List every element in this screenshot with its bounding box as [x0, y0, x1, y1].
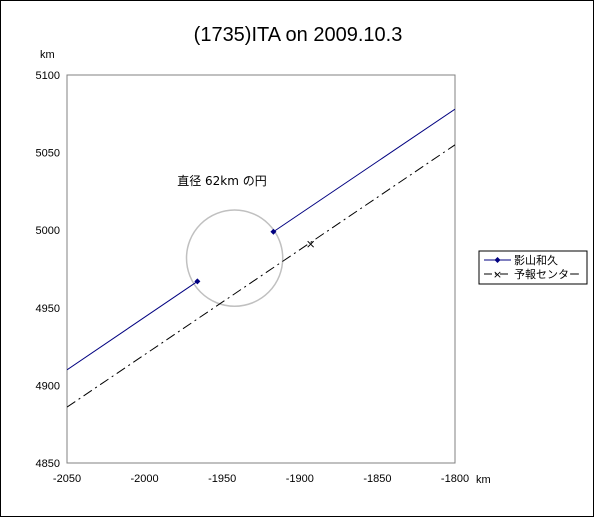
legend-marker-forecast: ×: [493, 268, 502, 281]
data-point-kageyama: [194, 278, 201, 285]
y-tick-label: 5000: [36, 225, 60, 237]
x-tick-label: -2000: [131, 473, 159, 485]
y-axis-unit: km: [40, 49, 55, 61]
data-point-forecast: [307, 240, 315, 248]
chart-title: (1735)ITA on 2009.10.3: [194, 24, 403, 46]
y-tick-label: 5050: [36, 148, 60, 160]
legend-label-forecast: 予報センター: [514, 268, 580, 281]
y-tick-label: 5100: [36, 70, 60, 82]
data-point-kageyama: [270, 228, 277, 235]
legend-marker-kageyama: [494, 257, 501, 263]
y-tick-label: 4950: [36, 303, 60, 315]
x-tick-label: -2050: [53, 473, 81, 485]
x-tick-label: -1900: [286, 473, 314, 485]
series-line-forecast: [67, 144, 455, 408]
x-axis-unit: km: [476, 474, 491, 486]
x-tick-label: -1850: [363, 473, 391, 485]
plot-content: [67, 108, 455, 408]
plot-area: [66, 74, 456, 464]
y-tick-labels: 4850 4900 4950 5000 5050 5100: [36, 70, 60, 470]
legend-label-kageyama: 影山和久: [514, 254, 558, 267]
y-tick-label: 4900: [36, 380, 60, 392]
x-tick-label: -1800: [441, 473, 469, 485]
circle-annotation: 直径 62km の円: [177, 174, 267, 188]
legend-box: [478, 250, 588, 285]
x-tick-label: -1950: [208, 473, 236, 485]
series-line-kageyama: [67, 281, 198, 371]
circle-62km: [185, 209, 284, 307]
legend: 影山和久 × 予報センター: [478, 250, 588, 285]
series-line-kageyama: [273, 108, 455, 233]
x-tick-labels: -2050 -2000 -1950 -1900 -1850 -1800: [53, 473, 469, 485]
y-tick-label: 4850: [36, 458, 60, 470]
